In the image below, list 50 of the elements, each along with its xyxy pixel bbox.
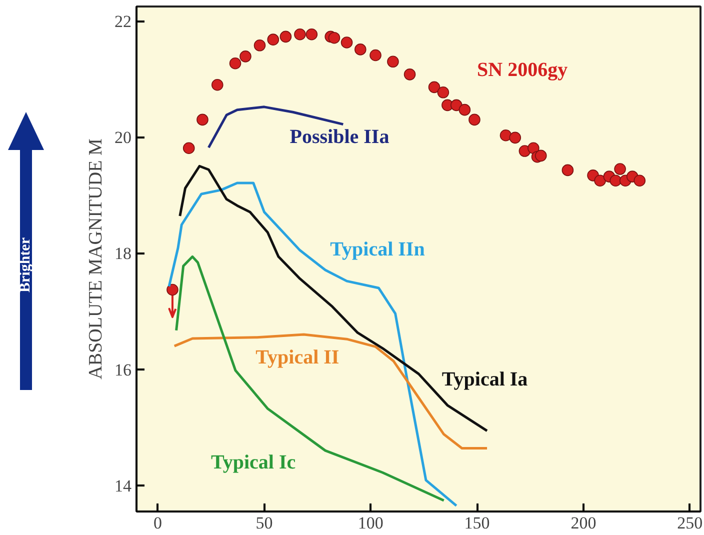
point (240, 50, 252, 62)
point (387, 56, 399, 68)
point (280, 30, 292, 43)
point (254, 40, 266, 52)
series-label: Typical Ic (210, 452, 296, 474)
point (196, 114, 208, 126)
y-tick-label: 20 (114, 128, 132, 148)
series-label: SN 2006gy (477, 58, 568, 81)
point (294, 28, 306, 40)
point (534, 150, 547, 162)
point (428, 81, 440, 94)
point (182, 142, 195, 154)
point (370, 49, 382, 62)
point (437, 86, 450, 98)
point (509, 132, 522, 144)
x-tick-label: 50 (256, 514, 273, 532)
point (267, 34, 280, 46)
y-tick-label: 16 (114, 360, 132, 380)
point (562, 164, 574, 176)
point (500, 129, 512, 142)
series-label: Possible IIa (290, 126, 390, 148)
x-tick-label: 200 (570, 514, 596, 532)
point (458, 104, 471, 116)
y-tick-label: 22 (114, 12, 132, 32)
point (450, 99, 462, 112)
y-tick-label: 14 (114, 476, 132, 496)
point (528, 142, 540, 154)
point (610, 174, 622, 187)
y-tick-label: 18 (114, 244, 132, 264)
point (166, 284, 178, 296)
point (229, 57, 242, 70)
point (306, 28, 318, 40)
point (328, 32, 340, 44)
text: Brighter (17, 237, 34, 292)
x-tick-label: 100 (358, 514, 384, 532)
series-label: Typical IIn (330, 238, 425, 261)
point (404, 68, 416, 80)
point (614, 163, 626, 175)
point (340, 36, 353, 48)
point (211, 78, 224, 91)
point (354, 44, 366, 56)
x-tick-label: 150 (464, 514, 490, 532)
series-label: Typical Ia (442, 368, 528, 391)
x-tick-label: 0 (154, 514, 162, 532)
point (468, 114, 480, 126)
series-label: Typical II (256, 346, 340, 369)
point (634, 174, 646, 187)
y-axis-title: ABSOLUTE MAGNITUDE M (86, 138, 106, 380)
x-tick-label: 250 (677, 514, 703, 532)
point (594, 174, 606, 187)
